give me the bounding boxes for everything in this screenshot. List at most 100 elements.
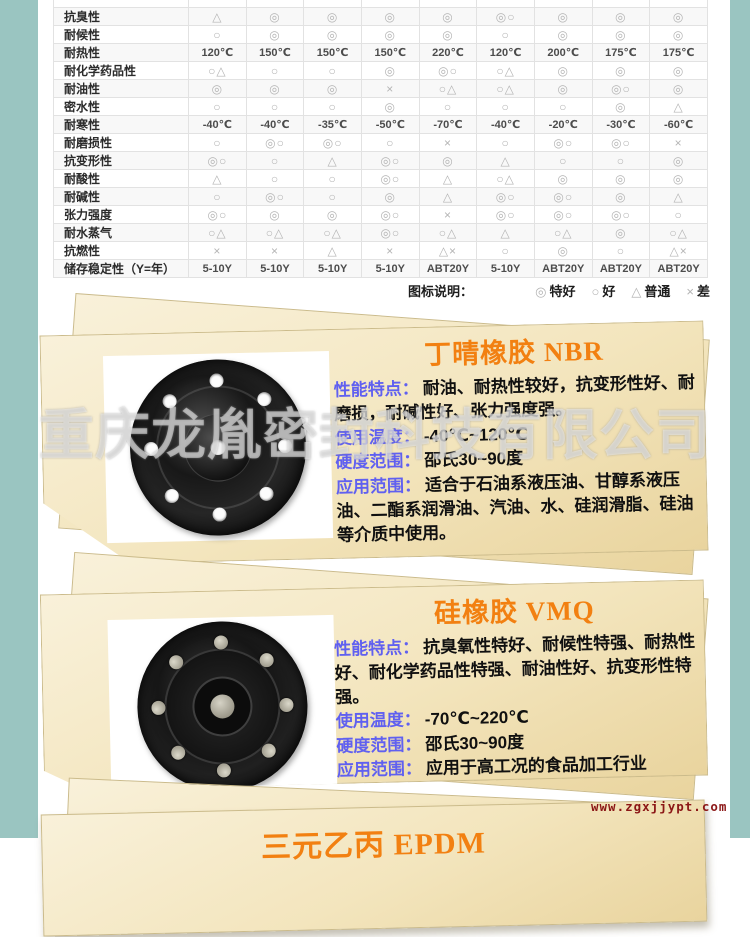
property-value-cell: 150℃ bbox=[245, 43, 305, 62]
property-value-cell: ◎ bbox=[245, 79, 305, 98]
table-row: 张力强度 ◎○ ◎ ◎ ◎○ × ◎○ ◎○ ◎○ ○ bbox=[53, 205, 708, 224]
property-value-cell: ◎○ bbox=[476, 7, 535, 26]
property-value-cell: ◎ bbox=[649, 61, 708, 80]
spec-field-value: 邵氏30~90度 bbox=[425, 732, 525, 754]
property-value-cell: ◎ bbox=[591, 61, 651, 80]
spec-field-value: -40℃~120℃ bbox=[423, 424, 529, 447]
property-value-cell: ○△ bbox=[476, 169, 535, 188]
table-row: 耐寒性 -40℃ -40℃ -35℃ -50℃ -70℃ -40℃ -20℃ -30℃ -60℃ bbox=[53, 115, 708, 134]
table-legend: 图标说明： ◎ 特好 ○ 好 △ 普通 × 差 bbox=[408, 281, 710, 300]
property-label-cell: 储存稳定性（Y=年） bbox=[53, 259, 189, 278]
property-value-cell: ◎○ bbox=[360, 223, 420, 242]
property-value-cell: ◎○ bbox=[533, 133, 593, 152]
table-row: 抗燃性 × × △ × △× ○ ◎ ○ △× bbox=[53, 241, 708, 260]
property-value-cell: △× bbox=[649, 241, 708, 260]
property-value-cell: ◎○ bbox=[476, 187, 535, 206]
legend-label: 差 bbox=[696, 284, 710, 299]
property-value-cell: ○△ bbox=[245, 223, 305, 242]
bolt-hole-icon bbox=[144, 441, 158, 455]
property-value-cell: △ bbox=[418, 169, 478, 188]
property-value-cell: 5-10Y bbox=[245, 259, 305, 278]
property-label-cell: 耐化学药品性 bbox=[53, 61, 189, 80]
spec-field-label: 应用范围： bbox=[336, 758, 423, 780]
property-value-cell: ◎ bbox=[649, 169, 708, 188]
table-row: 抗臭性 △ ◎ ◎ ◎ ◎ ◎○ ◎ ◎ ◎ bbox=[53, 7, 708, 26]
property-value-cell: △ bbox=[303, 241, 362, 260]
paper-sheet-front: 硅橡胶 VMQ 性能特点： 抗臭氧性特好、耐候性特强、耐热性好、耐化学药品性特强、… bbox=[40, 579, 708, 790]
property-value-cell: 120℃ bbox=[188, 43, 247, 62]
silicone-diaphragm-image bbox=[136, 620, 310, 794]
property-value-cell: ◎ bbox=[591, 97, 651, 116]
property-value-cell: ○ bbox=[188, 187, 247, 206]
property-value-cell: ◎ bbox=[591, 169, 651, 188]
table-row: 储存稳定性（Y=年） 5-10Y 5-10Y 5-10Y 5-10Y ABT20Y 5-10… bbox=[53, 259, 708, 278]
metal-rivet-icon bbox=[217, 763, 231, 777]
property-value-cell: ○ bbox=[245, 151, 305, 170]
product-card-nbr: 丁晴橡胶 NBR 性能特点： 耐油、耐热性较好，抗变形性好、耐磨损，耐碱性好、张力… bbox=[40, 293, 712, 575]
table-row: 耐酸性 △ ○ ○ ◎○ △ ○△ ◎ ◎ ◎ bbox=[53, 169, 708, 188]
legend-item: ◎ 特好 bbox=[535, 284, 575, 299]
property-label-cell: 张力强度 bbox=[53, 205, 189, 224]
property-value-cell: ◎ bbox=[303, 205, 362, 224]
left-margin-band bbox=[0, 0, 38, 838]
table-row: 耐候性 ○ ◎ ◎ ◎ ◎ ○ ◎ ◎ ◎ bbox=[53, 25, 708, 44]
property-label-cell: 抗臭性 bbox=[53, 7, 189, 26]
property-value-cell: ◎ bbox=[303, 25, 362, 44]
property-value-cell: ◎○ bbox=[591, 205, 651, 224]
property-value-cell: 5-10Y bbox=[303, 259, 362, 278]
spec-field-value: -70℃~220℃ bbox=[424, 707, 530, 730]
property-label-cell: 耐寒性 bbox=[53, 115, 189, 134]
spec-field-value: 应用于高工况的食品加工行业 bbox=[425, 753, 648, 778]
legend-label: 好 bbox=[602, 284, 616, 299]
nbr-spec-content: 丁晴橡胶 NBR 性能特点： 耐油、耐热性较好，抗变形性好、耐磨损，耐碱性好、张力… bbox=[332, 325, 699, 548]
vmq-product-photo bbox=[107, 615, 337, 798]
property-value-cell: ◎ bbox=[360, 7, 420, 26]
property-value-cell: ◎○ bbox=[360, 151, 420, 170]
table-row-cutoff bbox=[53, 0, 708, 8]
property-value-cell: ◎○ bbox=[360, 205, 420, 224]
table-row: 耐磨损性 ○ ◎○ ◎○ ○ × ○ ◎○ ◎○ × bbox=[53, 133, 708, 152]
property-value-cell: ○ bbox=[303, 187, 362, 206]
bolt-hole-icon bbox=[212, 507, 226, 521]
property-value-cell: 150℃ bbox=[303, 43, 362, 62]
property-value-cell: ◎ bbox=[533, 169, 593, 188]
property-value-cell: ○△ bbox=[533, 223, 593, 242]
vmq-spec-fields: 性能特点： 抗臭氧性特好、耐候性特强、耐热性好、耐化学药品性特强、耐油性好、抗变形… bbox=[334, 630, 699, 783]
property-value-cell: ◎ bbox=[533, 79, 593, 98]
property-value-cell: ○ bbox=[591, 241, 651, 260]
property-value-cell: ◎○ bbox=[533, 205, 593, 224]
property-label-cell: 耐候性 bbox=[53, 25, 189, 44]
property-value-cell: ABT20Y bbox=[418, 259, 478, 278]
property-value-cell: × bbox=[418, 133, 478, 152]
metal-rivet-icon bbox=[279, 698, 293, 712]
property-value-cell: 175℃ bbox=[649, 43, 708, 62]
property-value-cell: ○ bbox=[188, 97, 247, 116]
property-value-cell: ◎○ bbox=[591, 79, 651, 98]
property-value-cell: -40℃ bbox=[476, 115, 535, 134]
bolt-hole-icon bbox=[278, 438, 292, 452]
section-title-epdm: 三元乙丙 EPDM bbox=[260, 826, 487, 865]
property-value-cell: 175℃ bbox=[591, 43, 651, 62]
property-value-cell: ○ bbox=[476, 97, 535, 116]
legend-item: △ 普通 bbox=[631, 284, 670, 299]
property-value-cell: ABT20Y bbox=[591, 259, 651, 278]
vmq-spec-content: 硅橡胶 VMQ 性能特点： 抗臭氧性特好、耐候性特强、耐热性好、耐化学药品性特强、… bbox=[333, 584, 699, 783]
metal-rivet-icon bbox=[214, 635, 228, 649]
property-value-cell: ◎○ bbox=[245, 133, 305, 152]
legend-symbol: ◎ bbox=[535, 284, 547, 299]
property-value-cell: × bbox=[188, 241, 247, 260]
table-row: 耐化学药品性 ○△ ○ ○ ◎ ◎○ ○△ ◎ ◎ ◎ bbox=[53, 61, 708, 80]
legend-label: 普通 bbox=[644, 284, 671, 299]
spec-field: 应用范围： 适合于石油系液压油、甘醇系液压油、二酯系润滑油、汽油、水、硅润滑脂、硅… bbox=[336, 467, 700, 548]
property-value-cell: ◎ bbox=[418, 7, 478, 26]
spec-field-label: 使用温度： bbox=[335, 710, 422, 732]
property-value-cell: ◎ bbox=[360, 61, 420, 80]
property-value-cell: 5-10Y bbox=[188, 259, 247, 278]
property-value-cell: -35℃ bbox=[303, 115, 362, 134]
property-value-cell: ◎ bbox=[418, 25, 478, 44]
property-value-cell: △ bbox=[476, 151, 535, 170]
property-value-cell: ◎○ bbox=[188, 205, 247, 224]
property-value-cell: ◎ bbox=[649, 79, 708, 98]
spec-field: 性能特点： 耐油、耐热性较好，抗变形性好、耐磨损，耐碱性好、张力强度强。 bbox=[334, 371, 697, 427]
property-value-cell: -70℃ bbox=[418, 115, 478, 134]
